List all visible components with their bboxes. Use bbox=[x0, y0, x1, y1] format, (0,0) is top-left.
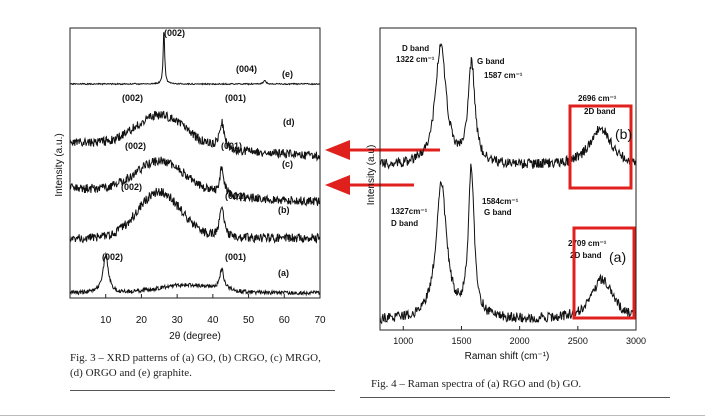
xrd-chart: 10 20 30 40 50 60 70 Intensity (a.u.) 2θ (degr… bbox=[54, 27, 326, 342]
raman-tick-label: 2000 bbox=[510, 336, 530, 346]
xrd-tick-label: 30 bbox=[172, 315, 184, 326]
xrd-series-label-d: (d) bbox=[283, 117, 295, 127]
xrd-tick-label: 20 bbox=[136, 315, 148, 326]
raman-a-g-value: 1584cm⁻¹ bbox=[482, 197, 519, 206]
xrd-series-label-a: (a) bbox=[278, 268, 289, 278]
raman-b-d-band: D band bbox=[402, 44, 429, 53]
xrd-trace-d bbox=[70, 110, 320, 162]
xrd-tick-label: 70 bbox=[314, 315, 326, 326]
page-bottom-rule bbox=[0, 415, 705, 416]
highlight-box-a-label: (a) bbox=[609, 249, 626, 265]
raman-tick-label: 2500 bbox=[568, 336, 588, 346]
raman-trace-a bbox=[380, 163, 636, 325]
xrd-tick-label: 50 bbox=[243, 315, 255, 326]
xrd-peak-label-a-002: (002) bbox=[102, 252, 123, 262]
arrow-upper-head bbox=[325, 140, 350, 160]
xrd-peak-label-e-004: (004) bbox=[236, 64, 257, 74]
raman-x-axis-label: Raman shift (cm⁻¹) bbox=[465, 351, 550, 362]
raman-caption-rule bbox=[360, 397, 670, 398]
xrd-caption: Fig. 3 – XRD patterns of (a) GO, (b) CRG… bbox=[70, 352, 321, 379]
xrd-x-ticks: 10 20 30 40 50 60 70 bbox=[100, 294, 326, 326]
xrd-peak-label-e-002: (002) bbox=[164, 28, 185, 38]
xrd-trace-a bbox=[70, 251, 320, 297]
xrd-trace-e bbox=[70, 32, 320, 86]
raman-b-g-value: 1587 cm⁻¹ bbox=[484, 71, 523, 80]
raman-b-2d-value: 2696 cm⁻¹ bbox=[578, 94, 617, 103]
highlight-box-b-label: (b) bbox=[615, 126, 632, 142]
xrd-series-label-e: (e) bbox=[282, 69, 293, 79]
raman-caption: Fig. 4 – Raman spectra of (a) RGO and (b… bbox=[371, 378, 582, 390]
raman-x-ticks: 1000 1500 2000 2500 3000 bbox=[393, 326, 646, 346]
raman-a-2d-band: 2D band bbox=[570, 251, 602, 260]
xrd-plot-frame bbox=[69, 27, 321, 299]
raman-chart: 1000 1500 2000 2500 3000 Intensity (a.u) Ram… bbox=[366, 27, 646, 362]
xrd-caption-rule bbox=[70, 390, 335, 391]
arrow-lower-head bbox=[325, 175, 350, 195]
raman-trace-b bbox=[380, 43, 636, 170]
raman-tick-label: 1000 bbox=[393, 336, 413, 346]
xrd-x-axis-label: 2θ (degree) bbox=[169, 331, 221, 342]
xrd-y-axis-label: Intensity (a.u.) bbox=[54, 133, 65, 196]
xrd-peak-label-b-001: (001) bbox=[225, 191, 246, 201]
raman-a-d-band: D band bbox=[391, 219, 418, 228]
xrd-peak-label-b-002: (002) bbox=[121, 182, 142, 192]
xrd-peak-label-c-001: (001) bbox=[221, 141, 242, 151]
raman-plot-frame bbox=[379, 27, 637, 331]
xrd-series-label-c: (c) bbox=[282, 159, 293, 169]
comparison-arrows bbox=[325, 140, 440, 195]
raman-a-d-value: 1327cm⁻¹ bbox=[391, 207, 428, 216]
raman-tick-label: 3000 bbox=[626, 336, 646, 346]
highlight-box-b bbox=[568, 104, 633, 190]
xrd-tick-label: 10 bbox=[100, 315, 112, 326]
xrd-series-label-b: (b) bbox=[278, 205, 290, 215]
raman-y-axis-label: Intensity (a.u) bbox=[366, 145, 377, 206]
xrd-peak-label-a-001: (001) bbox=[225, 252, 246, 262]
xrd-peak-label-c-002: (002) bbox=[125, 141, 146, 151]
xrd-peak-label-d-001: (001) bbox=[225, 93, 246, 103]
xrd-trace-c bbox=[70, 156, 320, 207]
raman-b-d-value: 1322 cm⁻¹ bbox=[396, 55, 435, 64]
xrd-tick-label: 60 bbox=[279, 315, 291, 326]
raman-a-g-band: G band bbox=[484, 208, 512, 217]
xrd-tick-label: 40 bbox=[207, 315, 219, 326]
raman-a-2d-value: 2709 cm⁻¹ bbox=[568, 239, 607, 248]
xrd-peak-label-d-002: (002) bbox=[122, 93, 143, 103]
raman-tick-label: 1500 bbox=[451, 336, 471, 346]
raman-b-2d-band: 2D band bbox=[584, 107, 616, 116]
xrd-trace-b bbox=[70, 187, 320, 244]
highlight-box-a bbox=[572, 226, 636, 320]
raman-b-g-band: G band bbox=[477, 57, 505, 66]
